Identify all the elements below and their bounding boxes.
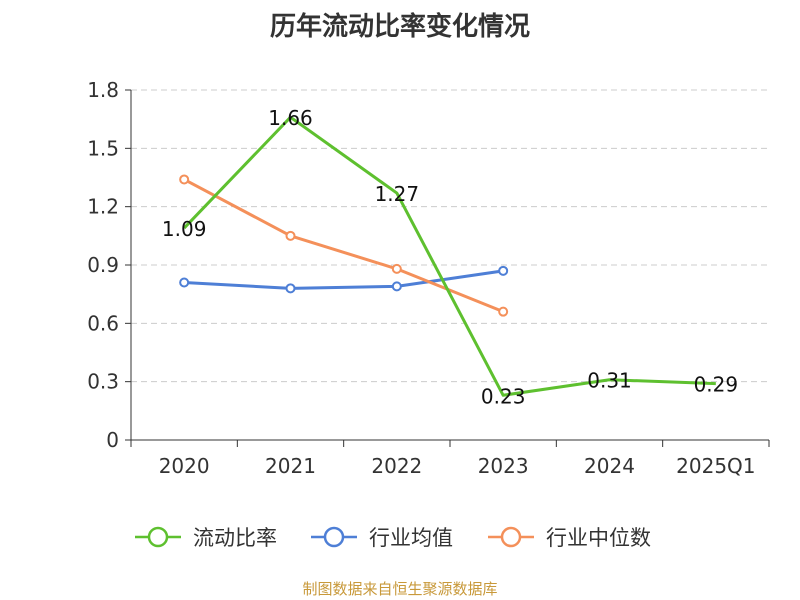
x-tick-label: 2021 xyxy=(265,454,316,478)
y-tick-label: 0.3 xyxy=(87,370,119,394)
legend-marker xyxy=(147,526,169,548)
data-label: 1.66 xyxy=(268,106,313,130)
x-tick-label: 2024 xyxy=(584,454,635,478)
legend-label: 行业中位数 xyxy=(546,526,651,550)
y-tick-label: 0.6 xyxy=(87,311,119,335)
data-point xyxy=(391,281,402,292)
chart-title: 历年流动比率变化情况 xyxy=(269,12,530,42)
y-tick-label: 1.5 xyxy=(87,136,119,160)
data-label: 1.27 xyxy=(375,182,420,206)
data-point xyxy=(498,306,509,317)
data-point xyxy=(179,174,190,185)
data-label: 0.23 xyxy=(481,384,526,408)
source-note: 制图数据来自恒生聚源数据库 xyxy=(302,580,498,598)
data-point xyxy=(498,265,509,276)
data-point xyxy=(285,230,296,241)
series-line-2 xyxy=(183,178,504,314)
x-tick-label: 2020 xyxy=(159,454,210,478)
legend-marker xyxy=(323,526,345,548)
x-tick-label: 2025Q1 xyxy=(676,454,755,478)
legend-marker xyxy=(500,526,522,548)
x-tick-label: 2023 xyxy=(478,454,529,478)
y-tick-label: 1.2 xyxy=(87,195,119,219)
y-tick-label: 0.9 xyxy=(87,253,119,277)
x-tick-label: 2022 xyxy=(371,454,422,478)
y-tick-label: 0 xyxy=(106,428,119,452)
data-label: 1.09 xyxy=(162,217,207,241)
legend-label: 流动比率 xyxy=(193,526,277,550)
data-point xyxy=(391,263,402,274)
data-point xyxy=(285,283,296,294)
data-point xyxy=(179,277,190,288)
series-line-1 xyxy=(184,269,504,290)
data-label: 0.29 xyxy=(694,373,739,397)
legend-label: 行业均值 xyxy=(369,526,453,550)
series-line-0 xyxy=(183,115,716,397)
data-label: 0.31 xyxy=(587,369,632,393)
y-tick-label: 1.8 xyxy=(87,78,119,102)
